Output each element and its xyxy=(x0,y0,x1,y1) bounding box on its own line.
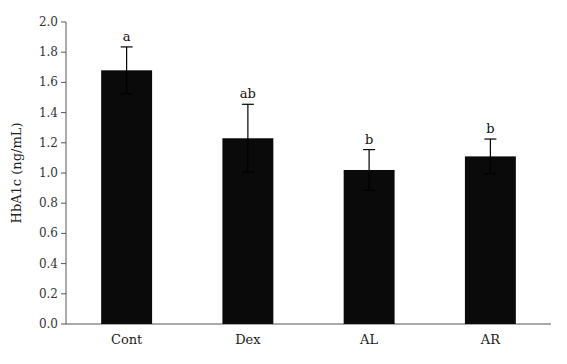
bar xyxy=(344,170,395,324)
x-tick-label: AL xyxy=(359,332,378,347)
error-bar-cap xyxy=(363,149,375,150)
error-bar-cap xyxy=(121,46,133,47)
y-tick-label: 0.4 xyxy=(39,257,58,271)
error-bar-cap xyxy=(242,104,254,105)
y-tick-label: 0.2 xyxy=(39,287,58,301)
y-tick-label: 1.2 xyxy=(39,136,58,150)
error-bar xyxy=(242,104,254,172)
y-tick xyxy=(61,293,66,294)
y-tick xyxy=(61,22,66,23)
y-tick-label: 1.6 xyxy=(39,75,58,89)
y-tick xyxy=(61,233,66,234)
y-tick-label: 2.0 xyxy=(39,15,58,29)
y-tick xyxy=(61,112,66,113)
significance-label: a xyxy=(123,29,131,44)
y-tick-label: 1.0 xyxy=(39,166,58,180)
bar xyxy=(465,156,516,324)
x-tick-label: AR xyxy=(480,332,501,347)
error-bar-cap xyxy=(484,173,496,174)
error-bar xyxy=(121,47,133,94)
plot-marks xyxy=(101,47,516,324)
y-tick-label: 1.4 xyxy=(39,106,58,120)
error-bar-cap xyxy=(363,190,375,191)
y-tick xyxy=(61,82,66,83)
significance-label: ab xyxy=(240,86,256,101)
y-axis-title: HbA1c (ng/mL) xyxy=(9,123,24,224)
y-tick xyxy=(61,324,66,325)
significance-label: b xyxy=(365,132,373,147)
annotations: a ab b b xyxy=(123,29,495,147)
y-tick-label: 0.8 xyxy=(39,196,58,210)
error-bar-cap xyxy=(121,93,133,94)
y-axis-line xyxy=(66,22,67,324)
y-tick xyxy=(61,203,66,204)
y-axis: 0.0 0.2 0.4 0.6 0.8 1.0 1.2 1.4 1.6 1.8 2.0 xyxy=(39,15,551,331)
chart-svg: 0.0 0.2 0.4 0.6 0.8 1.0 1.2 1.4 1.6 1.8 2.0 HbA1c (… xyxy=(0,0,567,364)
error-bar xyxy=(363,150,375,191)
significance-label: b xyxy=(486,121,494,136)
error-bar xyxy=(484,139,496,174)
y-tick xyxy=(61,263,66,264)
y-tick xyxy=(61,52,66,53)
error-bar-stem xyxy=(247,104,248,172)
y-tick-label: 1.8 xyxy=(39,45,58,59)
error-bar-stem xyxy=(490,139,491,174)
x-tick-label: Cont xyxy=(111,332,143,347)
error-bar-stem xyxy=(369,150,370,191)
error-bar-cap xyxy=(484,138,496,139)
y-tick-label: 0.6 xyxy=(39,226,58,240)
error-bar-stem xyxy=(126,47,127,94)
x-tick-label: Dex xyxy=(235,332,261,347)
y-tick-label: 0.0 xyxy=(39,317,58,331)
y-tick xyxy=(61,142,66,143)
error-bar-cap xyxy=(242,172,254,173)
chart-container: 0.0 0.2 0.4 0.6 0.8 1.0 1.2 1.4 1.6 1.8 2.0 HbA1c (… xyxy=(0,0,567,364)
x-axis: Cont Dex AL AR xyxy=(111,332,501,347)
y-tick xyxy=(61,173,66,174)
bar xyxy=(101,70,152,324)
